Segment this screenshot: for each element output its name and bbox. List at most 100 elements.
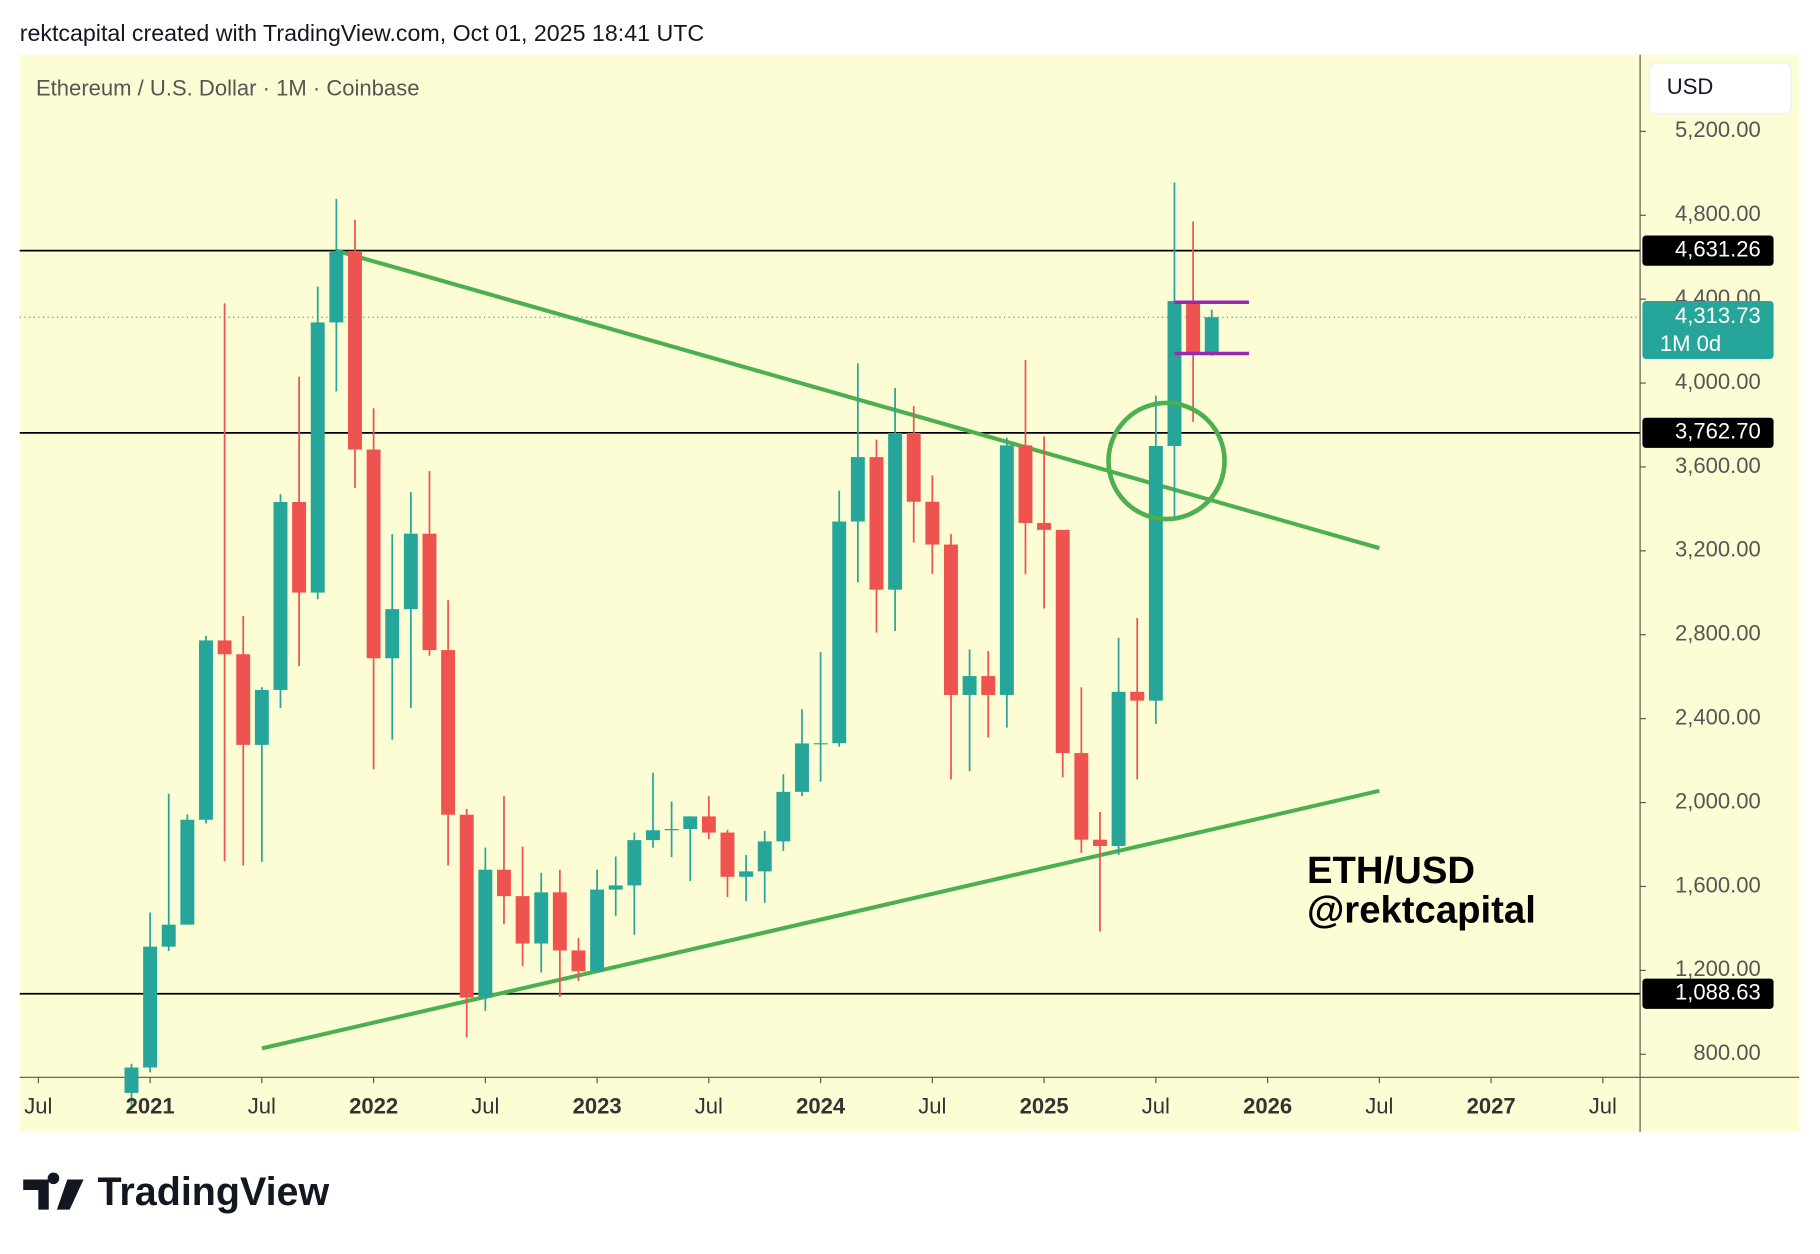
x-tick-label: 2022 bbox=[349, 1093, 398, 1118]
annotation: ETH/USD bbox=[1307, 849, 1475, 892]
candle-body bbox=[497, 869, 511, 897]
candle-body bbox=[1093, 839, 1107, 846]
candle-body bbox=[850, 457, 865, 522]
candle-body bbox=[906, 432, 921, 502]
x-tick-label: Jul bbox=[1589, 1093, 1617, 1118]
y-tick-label: 800.00 bbox=[1693, 1040, 1760, 1065]
chart-title: Ethereum / U.S. Dollar · 1M · Coinbase bbox=[36, 75, 420, 100]
candle-body bbox=[422, 533, 437, 651]
candle-body bbox=[385, 609, 400, 659]
candle-body bbox=[1204, 317, 1219, 353]
y-tick-label: 1,200.00 bbox=[1675, 956, 1761, 981]
candle-body bbox=[1186, 301, 1201, 353]
candle-body bbox=[608, 885, 623, 890]
candle-body bbox=[664, 828, 679, 831]
level-label: 1,088.63 bbox=[1675, 980, 1761, 1005]
candle-body bbox=[944, 544, 958, 695]
candle-body bbox=[571, 950, 586, 972]
x-tick-label: 2021 bbox=[126, 1093, 175, 1118]
x-tick-label: 2027 bbox=[1467, 1093, 1516, 1118]
candle-body bbox=[552, 892, 567, 951]
level-tag bbox=[1642, 417, 1774, 448]
candle-body bbox=[348, 250, 362, 450]
x-tick-label: Jul bbox=[695, 1093, 723, 1118]
x-tick-label: Jul bbox=[918, 1093, 946, 1118]
candle-body bbox=[1148, 445, 1163, 701]
x-tick-label: 2025 bbox=[1020, 1093, 1069, 1118]
logo: TradingView bbox=[23, 1170, 329, 1214]
y-tick-label: 2,800.00 bbox=[1675, 621, 1761, 646]
chart-background bbox=[19, 54, 1800, 1132]
candle-body bbox=[981, 676, 996, 695]
x-tick-label: 2023 bbox=[573, 1093, 622, 1118]
trendline bbox=[261, 788, 1380, 1051]
candle-body bbox=[217, 640, 232, 655]
candle-body bbox=[441, 650, 456, 815]
candle-body bbox=[180, 819, 195, 925]
candle-body bbox=[403, 533, 418, 610]
candle-body bbox=[813, 743, 828, 745]
level-tag bbox=[1642, 978, 1774, 1009]
candle-body bbox=[1018, 445, 1033, 523]
candle-body bbox=[869, 457, 884, 590]
y-tick-label: 5,200.00 bbox=[1675, 117, 1761, 142]
candle-body bbox=[590, 889, 605, 972]
currency-box bbox=[1648, 62, 1792, 115]
candle-body bbox=[329, 250, 344, 323]
candle-body bbox=[143, 946, 158, 1068]
candle-body bbox=[999, 445, 1014, 695]
highlight-circle bbox=[1106, 400, 1227, 522]
candle-body bbox=[199, 640, 213, 820]
candle-body bbox=[161, 924, 176, 947]
candle-body bbox=[534, 892, 549, 944]
candle-body bbox=[739, 871, 754, 877]
header: rektcapital created with TradingView.com… bbox=[20, 20, 704, 46]
plot bbox=[19, 182, 1641, 1110]
candle-body bbox=[925, 501, 940, 545]
level-label: 3,762.70 bbox=[1675, 419, 1761, 444]
candle-body bbox=[254, 689, 269, 745]
candle-body bbox=[701, 816, 716, 833]
candle-body bbox=[888, 432, 903, 590]
x-tick-label: Jul bbox=[471, 1093, 499, 1118]
candle-body bbox=[627, 840, 642, 886]
x-tick-label: 2024 bbox=[796, 1093, 846, 1118]
candle-body bbox=[124, 1067, 139, 1093]
y-tick-label: 2,000.00 bbox=[1675, 788, 1761, 813]
annotation: @rektcapital bbox=[1307, 889, 1536, 932]
candle-body bbox=[310, 322, 325, 593]
candle-body bbox=[1055, 529, 1070, 754]
candle-body bbox=[757, 841, 772, 872]
candle-body bbox=[459, 814, 474, 998]
logo-icon bbox=[23, 1172, 84, 1210]
candle-body bbox=[1130, 691, 1145, 701]
last-price-tag bbox=[1642, 300, 1774, 360]
x-tick-label: 2026 bbox=[1243, 1093, 1292, 1118]
candle-body bbox=[1167, 301, 1182, 446]
x-tick-label: Jul bbox=[248, 1093, 276, 1118]
candle-body bbox=[1037, 522, 1052, 530]
candle-body bbox=[720, 832, 735, 877]
candle-body bbox=[515, 896, 530, 944]
candle-body bbox=[236, 654, 251, 745]
y-tick-label: 3,600.00 bbox=[1675, 453, 1761, 478]
candle-body bbox=[366, 449, 381, 659]
countdown-label: 1M 0d bbox=[1660, 331, 1721, 356]
candle-body bbox=[776, 791, 791, 842]
y-tick-label: 4,000.00 bbox=[1675, 369, 1761, 394]
candle-body bbox=[273, 501, 288, 690]
x-tick-label: Jul bbox=[1365, 1093, 1393, 1118]
candle-body bbox=[646, 830, 660, 841]
candle-body bbox=[832, 521, 847, 744]
level-label: 4,631.26 bbox=[1675, 236, 1761, 261]
logo-text: TradingView bbox=[98, 1170, 330, 1214]
y-tick-label: 2,400.00 bbox=[1675, 704, 1761, 729]
x-tick-label: Jul bbox=[24, 1093, 52, 1118]
level-tag bbox=[1642, 235, 1774, 266]
candle-body bbox=[478, 869, 493, 998]
candle-body bbox=[1111, 691, 1126, 846]
y-tick-label: 3,200.00 bbox=[1675, 537, 1761, 562]
candle-body bbox=[292, 501, 307, 593]
